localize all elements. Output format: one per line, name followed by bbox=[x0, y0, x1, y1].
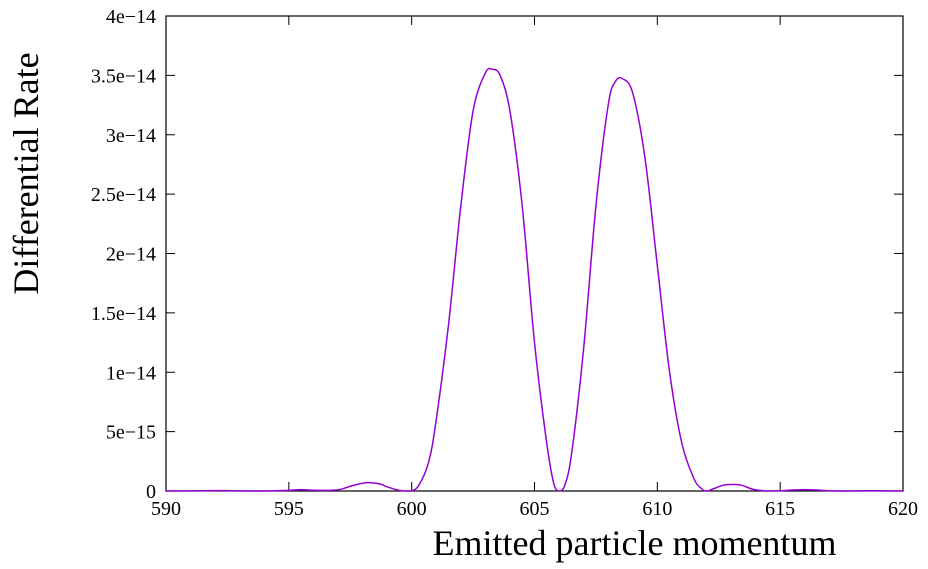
ticks bbox=[165, 15, 904, 492]
y-tick-label: 3.5e−14 bbox=[91, 65, 156, 87]
y-tick-label: 4e−14 bbox=[106, 6, 156, 28]
x-tick-label: 620 bbox=[888, 498, 918, 520]
x-tick-label: 615 bbox=[765, 498, 795, 520]
x-tick-label: 610 bbox=[642, 498, 672, 520]
y-tick-label: 1.5e−14 bbox=[91, 303, 156, 325]
x-tick-label: 590 bbox=[151, 498, 181, 520]
x-tick-label: 595 bbox=[274, 498, 304, 520]
y-tick-label: 2e−14 bbox=[106, 244, 156, 266]
y-axis-title: Differential Rate bbox=[6, 52, 46, 294]
y-tick-label: 1e−14 bbox=[106, 362, 156, 384]
x-tick-label: 605 bbox=[520, 498, 550, 520]
y-tick-label: 3e−14 bbox=[106, 125, 156, 147]
x-axis-title: Emitted particle momentum bbox=[433, 523, 837, 563]
tick-labels: 590 595 600 605 610 615 620 0 5e−15 1e−14 1.5e−14 2… bbox=[91, 6, 918, 520]
series-line bbox=[165, 67, 904, 492]
y-tick-label: 0 bbox=[146, 481, 156, 503]
y-tick-label: 2.5e−14 bbox=[91, 184, 156, 206]
y-tick-label: 5e−15 bbox=[106, 422, 156, 444]
x-tick-label: 600 bbox=[397, 498, 427, 520]
plot-frame bbox=[165, 15, 904, 492]
